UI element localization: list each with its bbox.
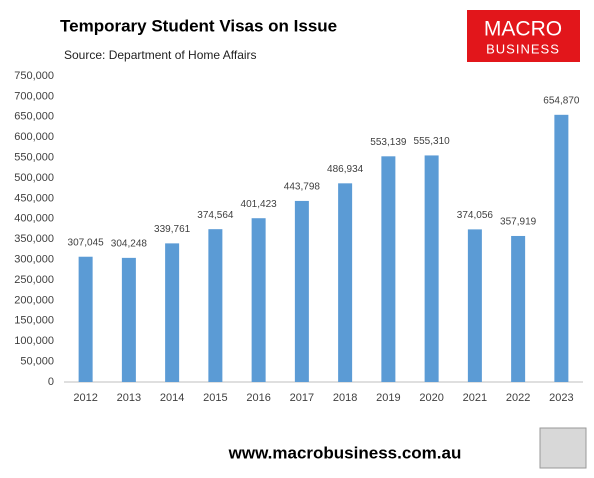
y-tick-label: 100,000 xyxy=(14,335,54,347)
value-label: 357,919 xyxy=(500,217,537,228)
y-tick-label: 400,000 xyxy=(14,213,54,225)
y-tick-label: 200,000 xyxy=(14,294,54,306)
value-label: 339,761 xyxy=(154,224,191,235)
value-label: 374,056 xyxy=(457,210,494,221)
y-tick-label: 350,000 xyxy=(14,233,54,245)
x-tick-label: 2021 xyxy=(463,392,487,404)
bar xyxy=(381,156,396,382)
y-tick-label: 250,000 xyxy=(14,274,54,286)
logo-box xyxy=(467,10,580,62)
value-label: 486,934 xyxy=(327,164,364,175)
y-tick-label: 300,000 xyxy=(14,254,54,266)
bar xyxy=(338,183,353,382)
x-tick-label: 2016 xyxy=(246,392,270,404)
y-tick-label: 150,000 xyxy=(14,315,54,327)
x-tick-label: 2017 xyxy=(290,392,314,404)
value-label: 401,423 xyxy=(241,199,278,210)
x-tick-label: 2023 xyxy=(549,392,573,404)
bar xyxy=(121,257,136,382)
value-label: 304,248 xyxy=(111,239,148,250)
x-tick-label: 2014 xyxy=(160,392,184,404)
x-tick-label: 2018 xyxy=(333,392,357,404)
value-label: 307,045 xyxy=(68,237,105,248)
x-tick-label: 2020 xyxy=(419,392,443,404)
chart-subtitle: Source: Department of Home Affairs xyxy=(64,48,257,62)
chart-title: Temporary Student Visas on Issue xyxy=(60,16,337,35)
value-label: 553,139 xyxy=(370,137,407,148)
bar xyxy=(554,114,569,382)
bar xyxy=(511,235,526,382)
y-tick-label: 650,000 xyxy=(14,111,54,123)
y-tick-label: 750,000 xyxy=(14,70,54,82)
value-label: 443,798 xyxy=(284,182,321,193)
x-tick-label: 2015 xyxy=(203,392,227,404)
bar xyxy=(467,229,482,382)
x-tick-label: 2012 xyxy=(73,392,97,404)
y-tick-label: 450,000 xyxy=(14,192,54,204)
y-tick-label: 550,000 xyxy=(14,152,54,164)
bar xyxy=(424,155,439,382)
logo-line2: BUSINESS xyxy=(486,41,560,56)
y-tick-label: 700,000 xyxy=(14,90,54,102)
wolf-icon xyxy=(539,427,587,469)
bar xyxy=(208,229,223,382)
value-label: 374,564 xyxy=(197,210,234,221)
footer-url: www.macrobusiness.com.au xyxy=(228,443,462,462)
value-label: 555,310 xyxy=(414,136,451,147)
logo-line1: MACRO xyxy=(484,18,562,41)
x-tick-label: 2013 xyxy=(117,392,141,404)
x-tick-label: 2019 xyxy=(376,392,400,404)
value-label: 654,870 xyxy=(543,95,580,106)
bar xyxy=(165,243,180,382)
y-tick-label: 500,000 xyxy=(14,172,54,184)
bar xyxy=(78,256,93,382)
y-tick-label: 600,000 xyxy=(14,131,54,143)
x-tick-label: 2022 xyxy=(506,392,530,404)
bar xyxy=(294,200,309,382)
y-tick-label: 0 xyxy=(48,376,54,388)
bar xyxy=(251,218,266,382)
y-tick-label: 50,000 xyxy=(20,356,54,368)
